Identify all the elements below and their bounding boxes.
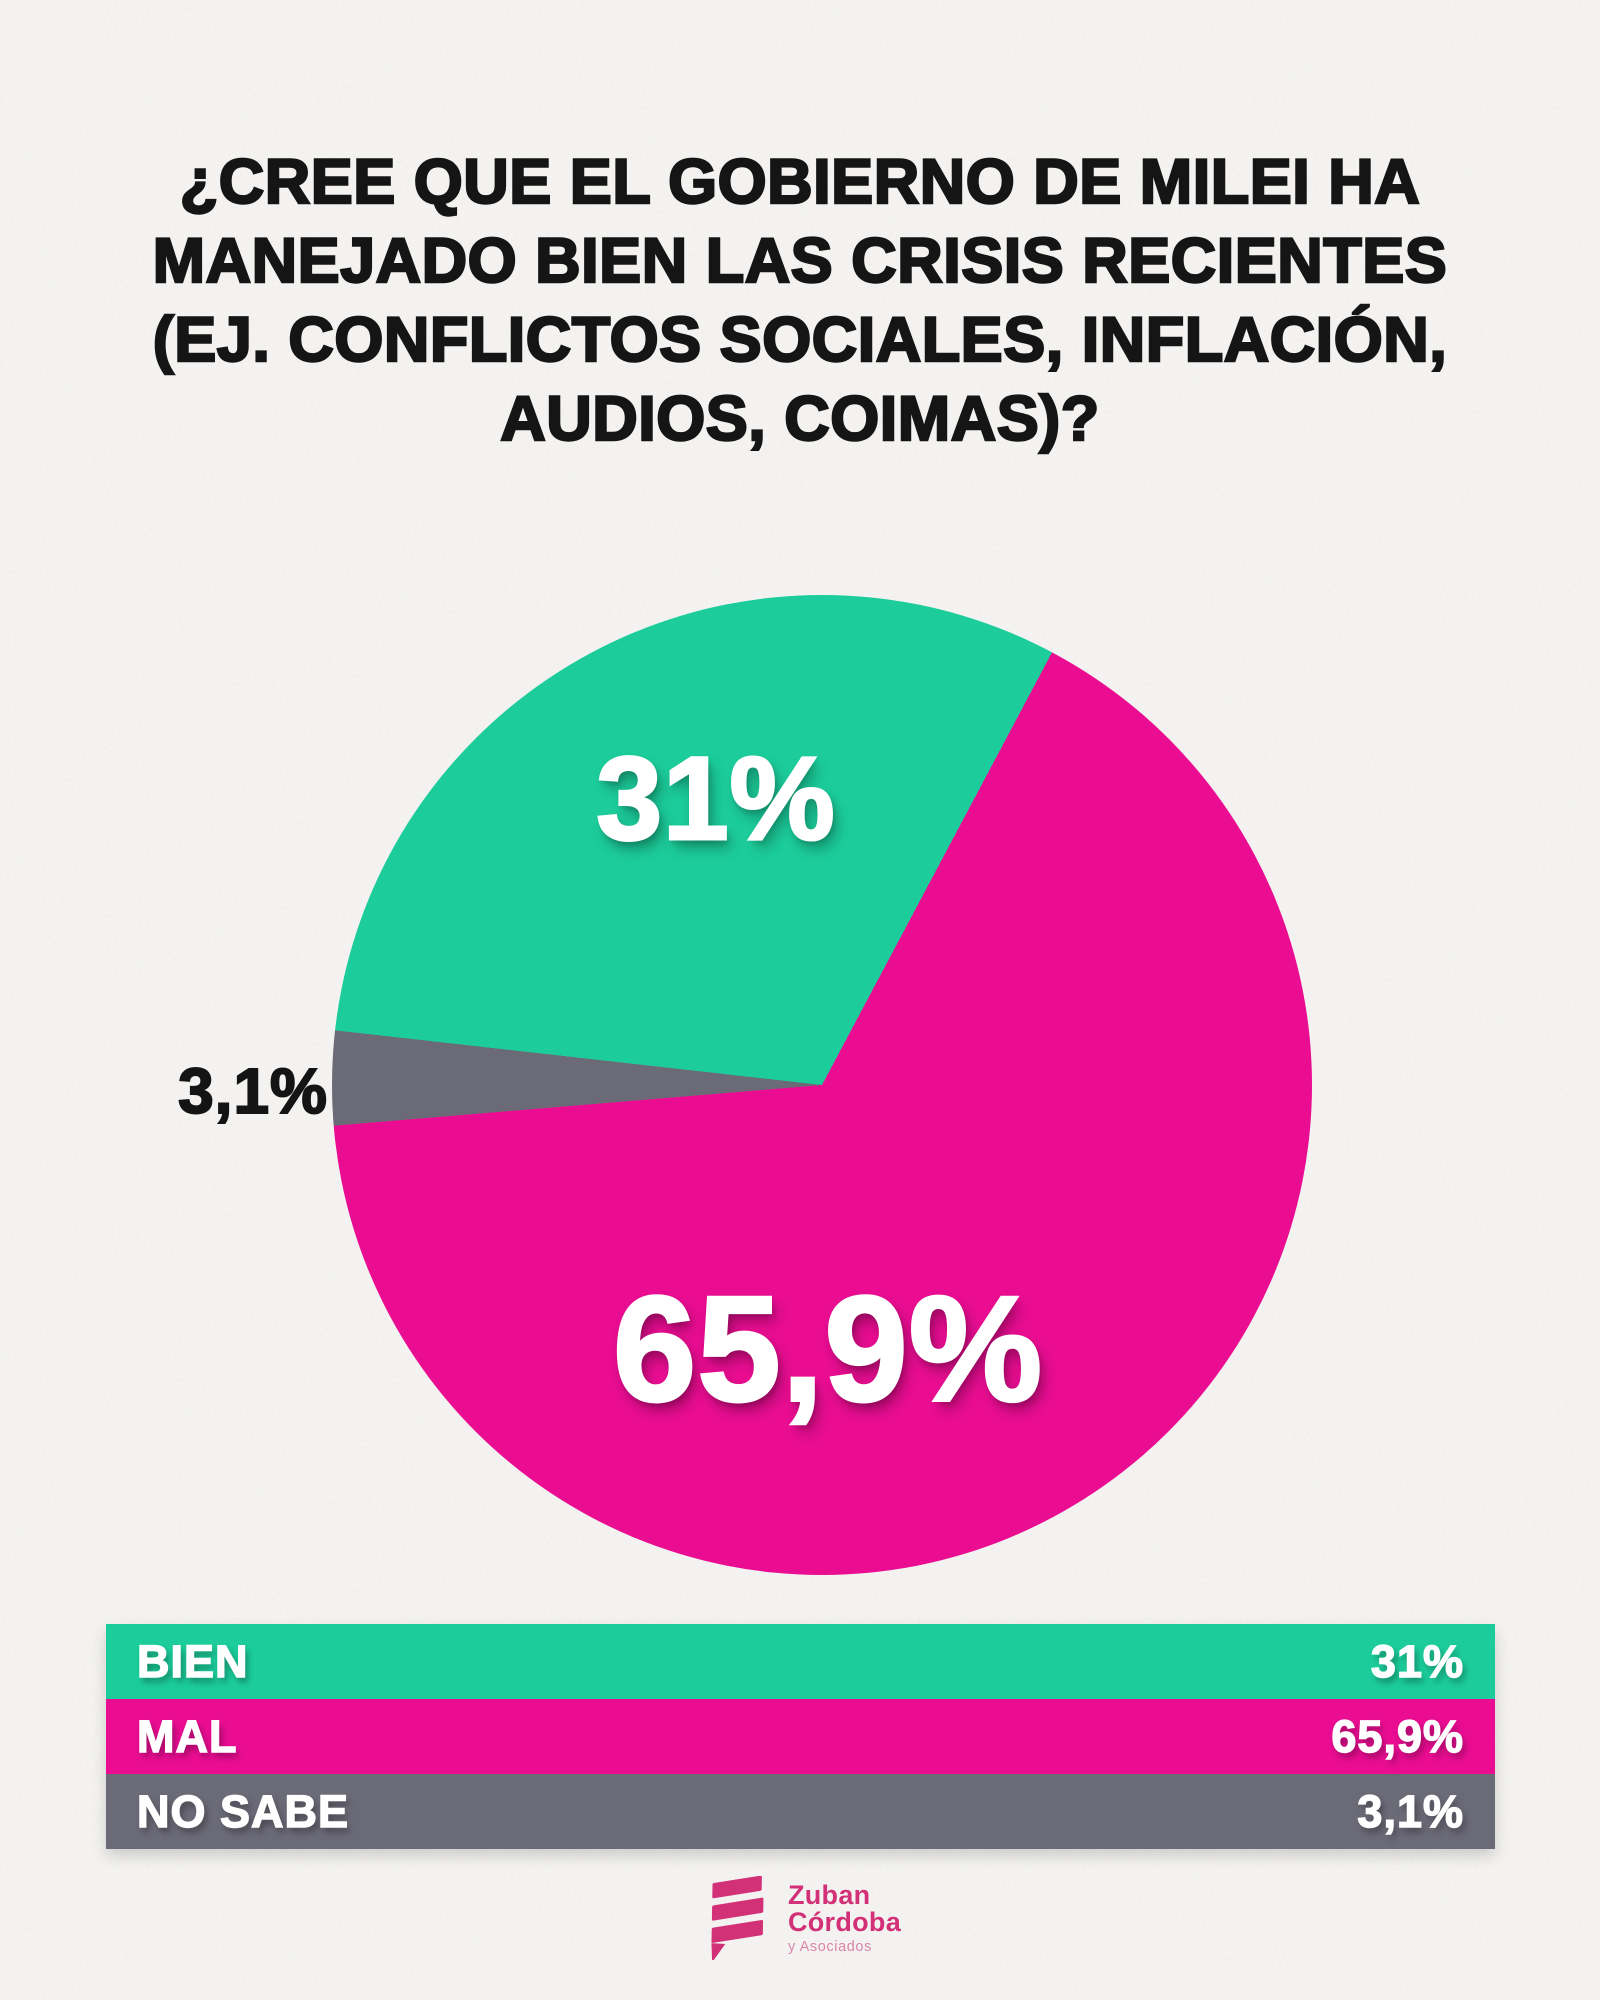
question-title-line: MANEJADO BIEN LAS CRISIS RECIENTES xyxy=(151,225,1448,297)
legend-value: 3,1% xyxy=(1357,1785,1464,1837)
question-title-line: AUDIOS, COIMAS)? xyxy=(499,383,1100,455)
pie-chart xyxy=(332,595,1312,1575)
legend: BIEN 31% MAL 65,9% NO SABE 3,1% xyxy=(106,1624,1495,1849)
pie-slice-value-no-sabe: 3,1% xyxy=(177,1054,328,1128)
legend-row-bien: BIEN 31% xyxy=(106,1624,1495,1699)
legend-label: BIEN xyxy=(136,1635,249,1687)
question-title-line: ¿CREE QUE EL GOBIERNO DE MILEI HA xyxy=(179,146,1421,218)
legend-label: MAL xyxy=(136,1710,238,1762)
legend-value: 31% xyxy=(1370,1635,1464,1687)
legend-row-mal: MAL 65,9% xyxy=(106,1699,1495,1774)
legend-row-no-sabe: NO SABE 3,1% xyxy=(106,1774,1495,1849)
legend-label: NO SABE xyxy=(136,1785,350,1837)
question-title: ¿CREE QUE EL GOBIERNO DE MILEI HA MANEJA… xyxy=(0,143,1600,459)
pie-slice-value-bien: 31% xyxy=(595,732,836,867)
question-title-line: (EJ. CONFLICTOS SOCIALES, INFLACIÓN, xyxy=(152,304,1448,376)
brand-logo-text: Zuban Córdoba y Asociados xyxy=(787,1879,902,1955)
brand-name-line1: Zuban xyxy=(787,1879,871,1910)
brand-tagline: y Asociados xyxy=(787,1938,872,1955)
brand-name-line2: Córdoba xyxy=(787,1906,902,1937)
pie-slice-value-mal: 65,9% xyxy=(611,1263,1044,1434)
zuban-cordoba-logo-icon xyxy=(711,1876,764,1960)
legend-value: 65,9% xyxy=(1331,1710,1464,1762)
brand-logo: Zuban Córdoba y Asociados xyxy=(699,1876,901,1960)
